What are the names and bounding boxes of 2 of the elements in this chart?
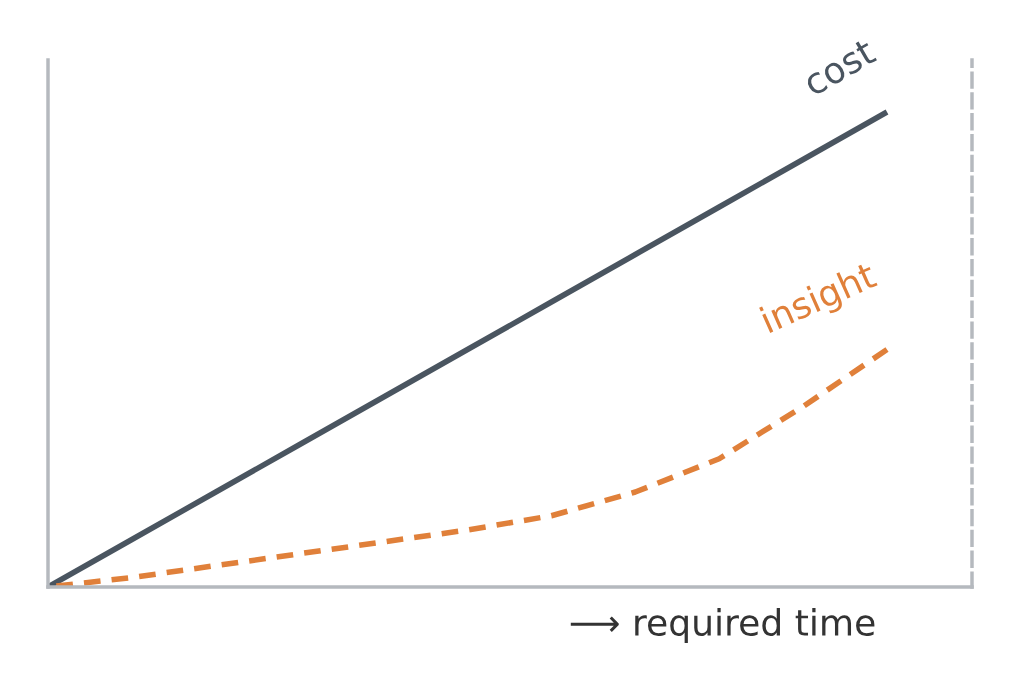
text: cost	[801, 38, 878, 97]
x-axis-title: ⟶ required time	[570, 608, 875, 644]
